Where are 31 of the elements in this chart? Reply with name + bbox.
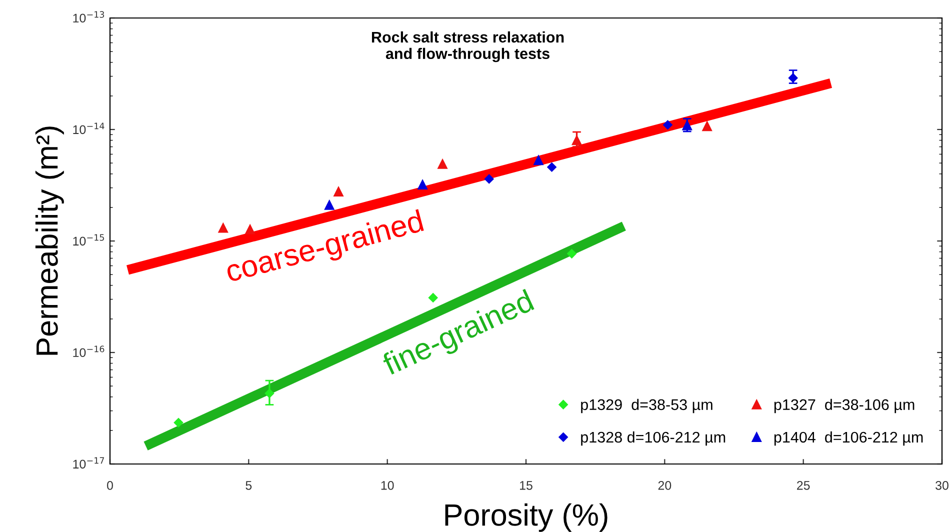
x-tick-label: 0 — [107, 480, 113, 490]
y-tick-label: 10$^{−13}$ — [73, 11, 104, 23]
x-tick-label: 10 — [381, 480, 394, 490]
point — [218, 223, 228, 233]
y-axis-title: Permeability (m²) — [35, 126, 64, 355]
point — [418, 180, 428, 190]
y-tick-label: 10$^{−15}$ — [73, 234, 104, 246]
point — [547, 162, 556, 172]
point — [324, 200, 334, 210]
y-tick-label: 10$^{−14}$ — [73, 122, 104, 134]
x-tick-label: 5 — [246, 481, 252, 490]
point — [534, 155, 544, 166]
legend-label: p1328 d=106-212 µm — [581, 431, 726, 446]
y-tick-label: 10$^{−16}$ — [73, 346, 104, 358]
point — [334, 186, 344, 197]
legend-label: p1404 d=106-212 µm — [774, 431, 923, 446]
x-tick-label: 30 — [936, 480, 948, 490]
x-axis-title: Porosity (%) — [445, 503, 608, 532]
point — [567, 249, 576, 258]
legend-label: p1327 d=38-106 µm — [774, 398, 914, 414]
legend-label: p1329 d=38-53 µm — [581, 398, 712, 414]
point — [702, 121, 712, 132]
point — [484, 174, 494, 184]
text: Rock salt stress relaxation and flow-through tests — [372, 31, 564, 62]
x-tick-label: 15 — [520, 481, 532, 490]
y-tick-label: 10$^{−17}$ — [73, 457, 104, 469]
point — [174, 418, 184, 428]
point — [438, 159, 448, 169]
point — [663, 120, 672, 130]
x-tick-label: 25 — [797, 480, 810, 490]
x-tick-label: 20 — [658, 480, 672, 490]
